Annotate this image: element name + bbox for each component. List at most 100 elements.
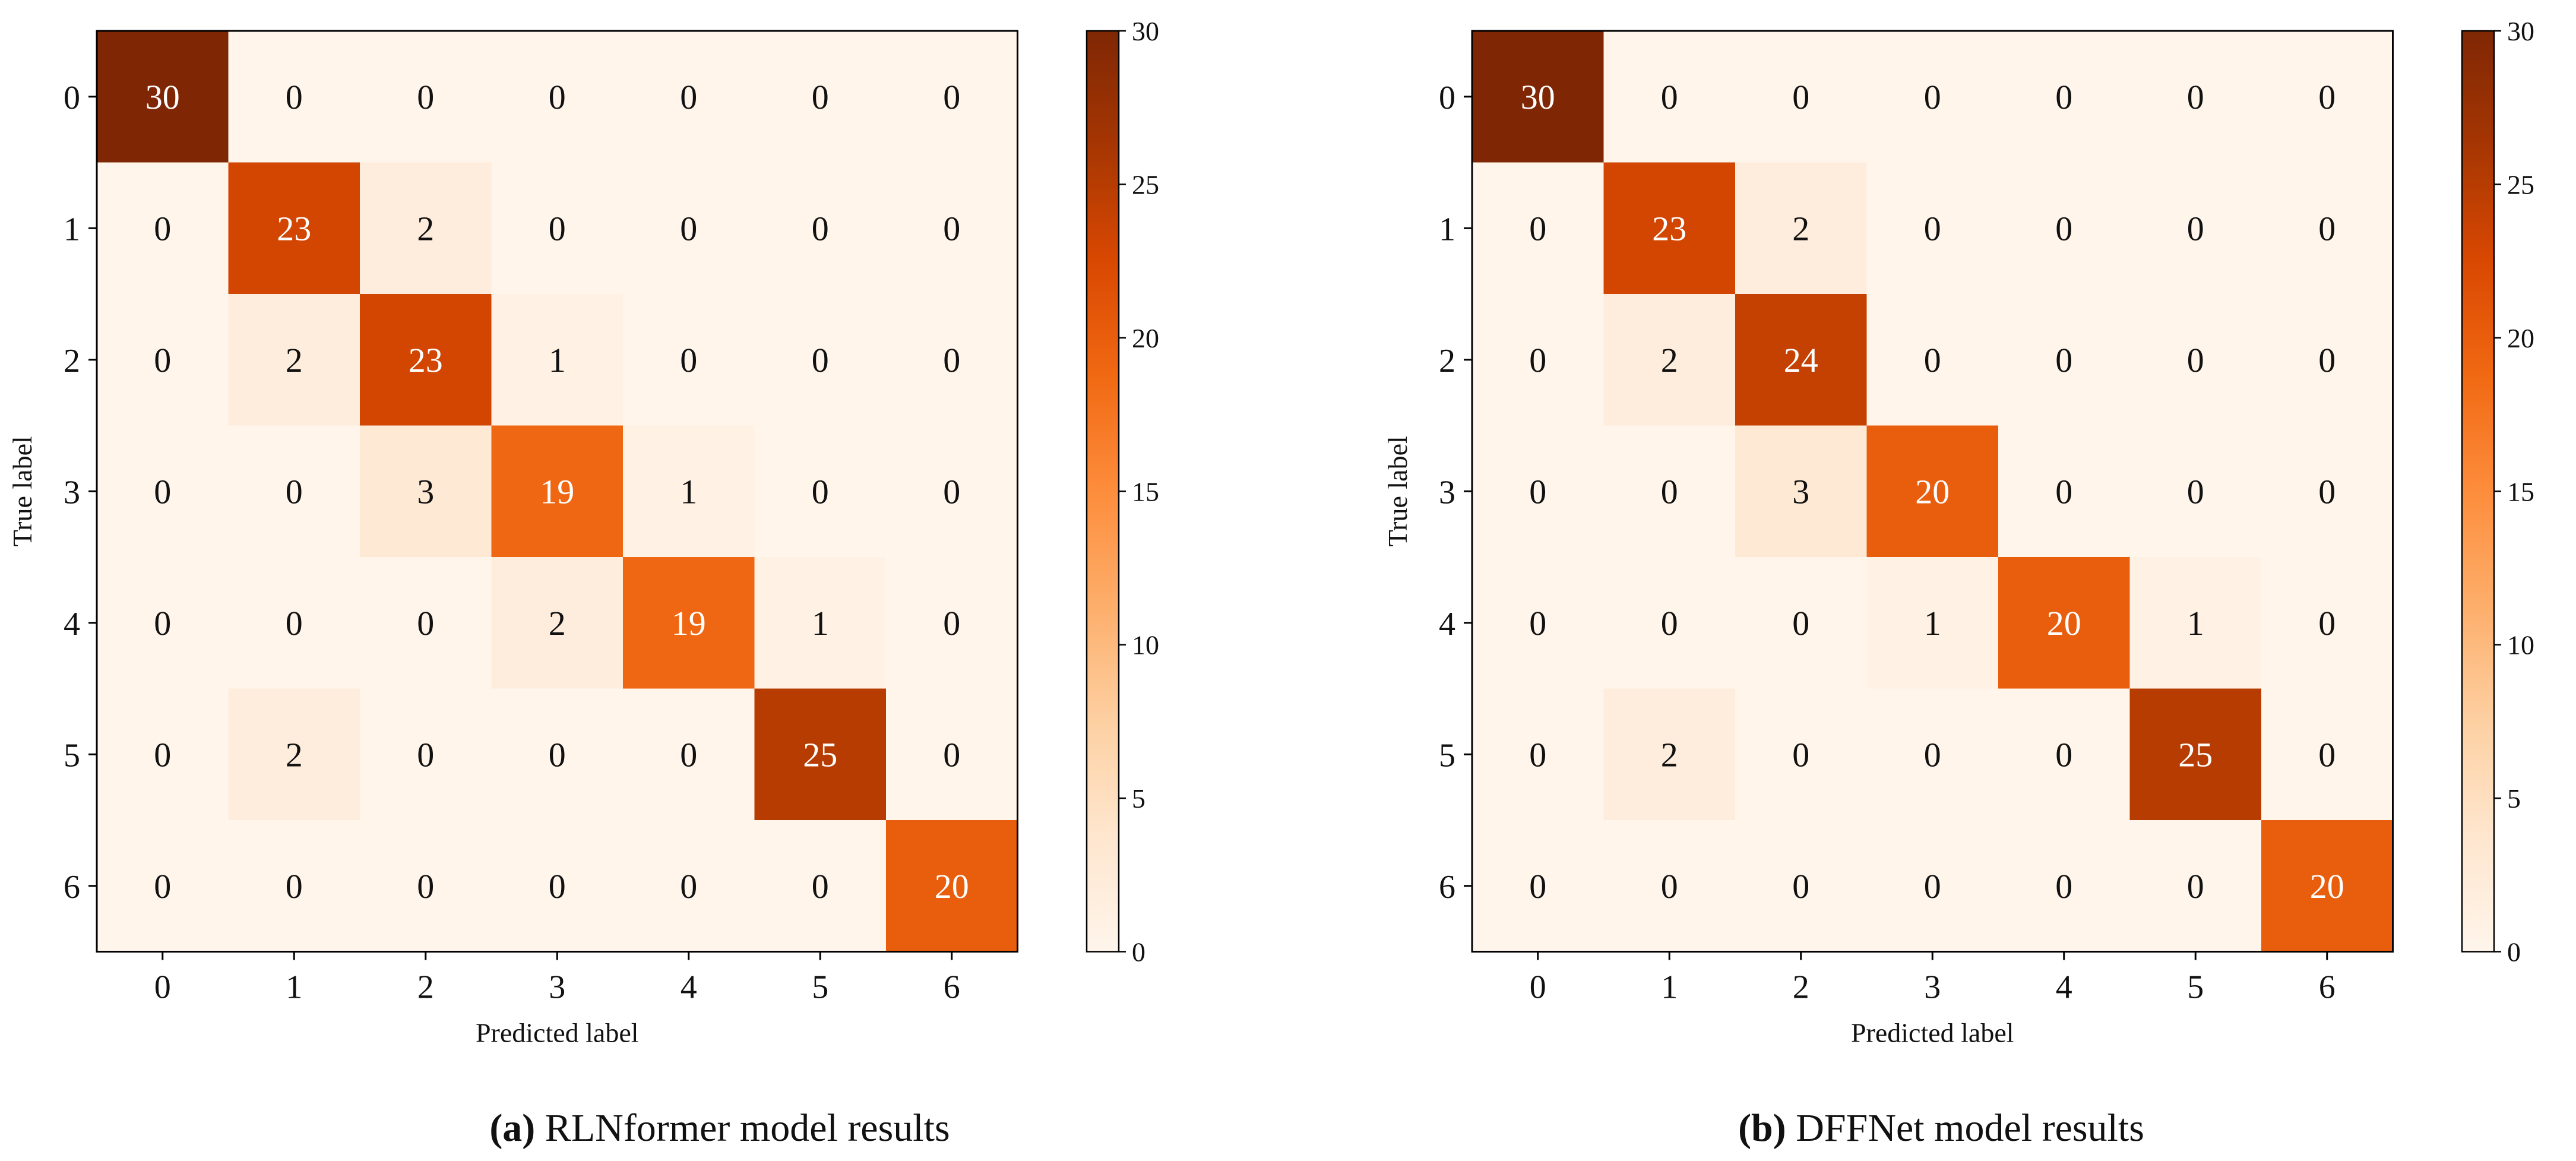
cell-r2-c1: [228, 294, 360, 426]
cell-r3-c4: [623, 425, 755, 558]
y-tick-label: 0: [64, 80, 80, 116]
cell-value-r6-c3: 0: [1924, 867, 1941, 906]
cell-value-r0-c0: 30: [1521, 78, 1555, 116]
x-tick-label: 0: [154, 969, 171, 1006]
cell-r5-c4: [1998, 688, 2131, 821]
cell-r1-c4: [623, 162, 755, 295]
cell-value-r3-c5: 0: [2187, 472, 2204, 511]
cell-value-r6-c4: 0: [680, 867, 697, 906]
cell-r3-c3: [1866, 425, 1999, 558]
cell-value-r3-c3: 19: [540, 472, 574, 511]
cell-value-r4-c4: 20: [2047, 604, 2081, 643]
colorbar-tick-label: 30: [2507, 16, 2534, 46]
cell-r4-c6: [2261, 557, 2394, 689]
cell-r6-c1: [1603, 820, 1736, 953]
cell-value-r6-c5: 0: [2187, 867, 2204, 906]
x-tick-label: 1: [1661, 969, 1678, 1006]
cell-r5-c1: [228, 688, 360, 821]
cell-value-r2-c1: 2: [286, 341, 303, 379]
cell-r1-c3: [491, 162, 624, 295]
cell-value-r3-c2: 3: [417, 472, 434, 511]
cell-value-r1-c4: 0: [680, 209, 697, 248]
cell-value-r3-c4: 0: [2055, 472, 2072, 511]
y-tick-label: 4: [1439, 606, 1455, 643]
y-tick-label: 0: [1439, 80, 1455, 116]
y-tick-label: 1: [64, 211, 80, 248]
y-axis-label: True label: [1382, 436, 1413, 546]
x-tick-label: 4: [2056, 969, 2072, 1006]
cell-r4-c2: [360, 557, 492, 689]
cell-value-r1-c6: 0: [2318, 209, 2336, 248]
cell-value-r3-c6: 0: [2318, 472, 2336, 511]
colorbar-tick-label: 25: [2507, 169, 2534, 200]
y-tick-label: 3: [64, 474, 80, 511]
cell-r5-c2: [1735, 688, 1868, 821]
cell-value-r3-c0: 0: [1529, 472, 1546, 511]
cell-r2-c0: [97, 294, 229, 426]
cell-value-r4-c1: 0: [286, 604, 303, 643]
cell-r5-c1: [1603, 688, 1736, 821]
cell-value-r4-c5: 1: [2187, 604, 2204, 643]
cell-r3-c5: [754, 425, 887, 558]
cell-value-r1-c6: 0: [943, 209, 960, 248]
y-tick-label: 5: [1439, 737, 1455, 774]
cell-r1-c5: [754, 162, 887, 295]
colorbar-tick-label: 30: [1132, 16, 1159, 46]
colorbar-tick-label: 20: [1132, 323, 1159, 353]
cell-r3-c1: [228, 425, 360, 558]
cell-value-r1-c0: 0: [1529, 209, 1546, 248]
caption-a: (a) RLNformer model results: [489, 1106, 950, 1150]
cell-r6-c2: [1735, 820, 1868, 953]
cell-r0-c5: [2129, 31, 2262, 163]
cell-value-r0-c1: 0: [286, 78, 303, 116]
cell-r4-c2: [1735, 557, 1868, 689]
cell-r6-c4: [1998, 820, 2131, 953]
cell-r0-c0: [1472, 31, 1605, 163]
cell-value-r5-c1: 2: [1661, 735, 1678, 774]
cell-value-r0-c2: 0: [1792, 78, 1809, 116]
colorbar-tick-label: 5: [2507, 783, 2521, 814]
cell-value-r6-c0: 0: [1529, 867, 1546, 906]
x-tick-label: 6: [2319, 969, 2336, 1006]
colorbar-tick-label: 0: [2507, 937, 2521, 967]
cell-value-r0-c6: 0: [2318, 78, 2336, 116]
cell-r3-c2: [360, 425, 492, 558]
cell-r6-c5: [2129, 820, 2262, 953]
cell-value-r5-c3: 0: [549, 735, 566, 774]
cell-r2-c2: [360, 294, 492, 426]
x-tick-label: 4: [681, 969, 697, 1006]
cell-r3-c5: [2129, 425, 2262, 558]
cell-value-r5-c5: 25: [2178, 735, 2213, 774]
cell-r0-c6: [886, 31, 1018, 163]
cell-value-r0-c5: 0: [812, 78, 829, 116]
cell-r2-c0: [1472, 294, 1605, 426]
cell-r2-c5: [2129, 294, 2262, 426]
cell-value-r3-c1: 0: [1661, 472, 1678, 511]
cell-r2-c2: [1735, 294, 1868, 426]
y-tick-label: 1: [1439, 211, 1455, 248]
cell-r6-c3: [1866, 820, 1999, 953]
cell-r2-c3: [1866, 294, 1999, 426]
cell-r3-c0: [1472, 425, 1605, 558]
confusion-matrix-rlnformer: 30 0 0 0 0 0 00 23 2 0 0 0 00 2 23 1 0 0 00 0 3 19 1 0 00 0 0 2 19 1 0…: [7, 16, 1159, 1048]
cell-value-r4-c2: 0: [417, 604, 434, 643]
cell-value-r6-c1: 0: [1661, 867, 1678, 906]
cell-value-r0-c6: 0: [943, 78, 960, 116]
cell-r4-c5: [754, 557, 887, 689]
cell-r6-c6: [2261, 820, 2394, 953]
cell-r3-c3: [491, 425, 624, 558]
cell-r1-c2: [360, 162, 492, 295]
colorbar-tick-label: 15: [2507, 476, 2534, 507]
cell-value-r6-c1: 0: [286, 867, 303, 906]
y-tick-label: 5: [64, 737, 80, 774]
cell-value-r5-c4: 0: [680, 735, 697, 774]
cell-r0-c1: [228, 31, 360, 163]
cell-value-r6-c6: 20: [935, 867, 969, 906]
cell-value-r6-c0: 0: [154, 867, 171, 906]
cell-value-r3-c0: 0: [154, 472, 171, 511]
cell-r5-c5: [754, 688, 887, 821]
y-tick-label: 2: [1439, 343, 1455, 379]
cell-value-r3-c6: 0: [943, 472, 960, 511]
cell-value-r5-c3: 0: [1924, 735, 1941, 774]
cell-r5-c6: [886, 688, 1018, 821]
